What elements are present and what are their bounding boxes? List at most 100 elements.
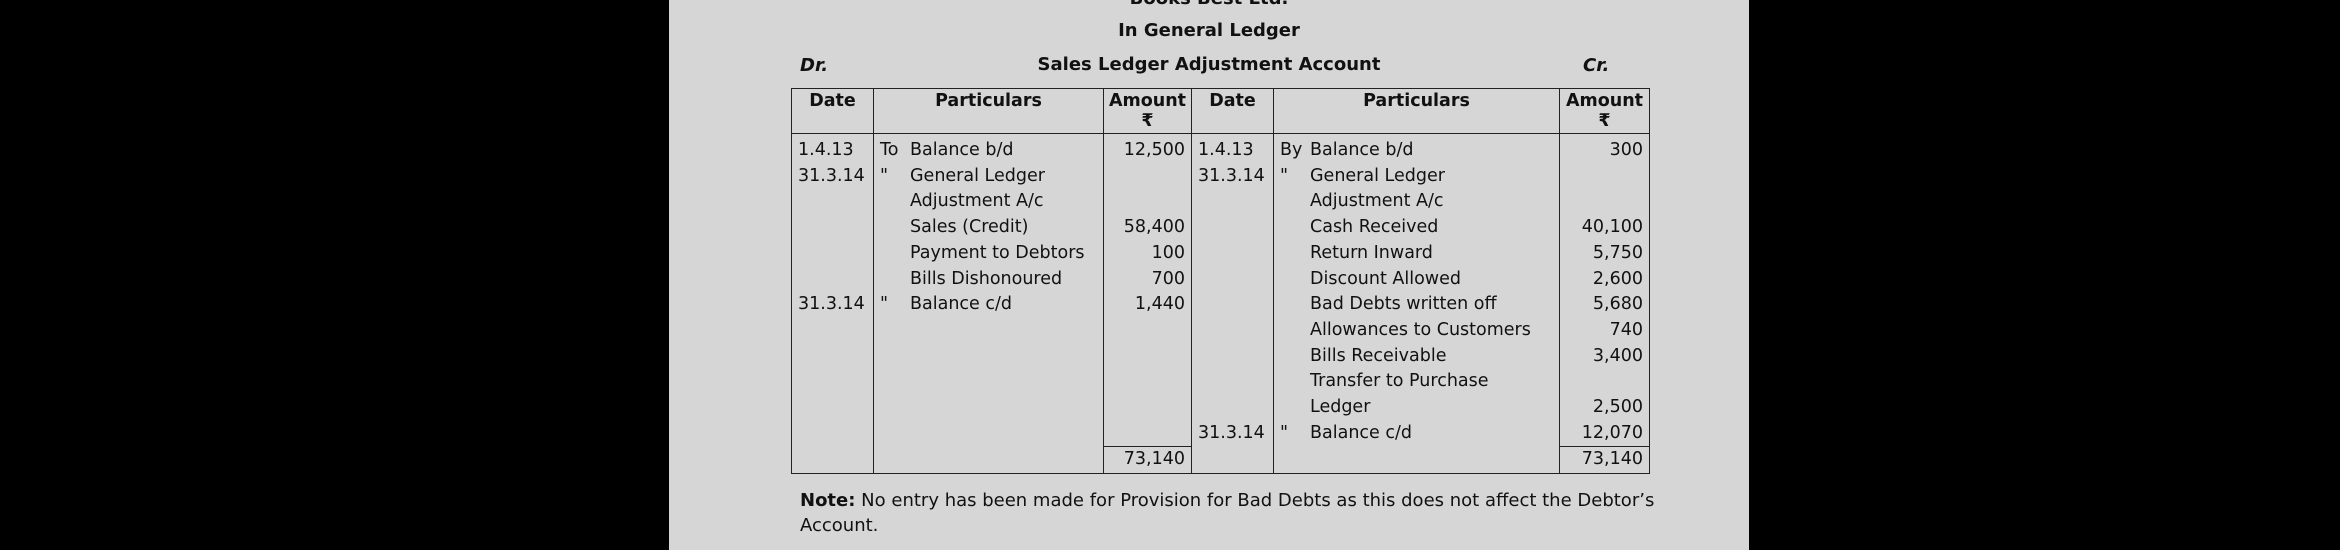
credit-amount: 12,070 xyxy=(1559,420,1650,447)
credit-amount: 2,500 xyxy=(1559,395,1650,421)
note-label: Note: xyxy=(800,490,856,511)
table-row: Bills Dishonoured 700 Discount Allowed 2,60… xyxy=(791,266,1650,293)
credit-date xyxy=(1191,395,1274,421)
credit-particulars: Return Inward xyxy=(1273,240,1560,267)
header-amount: Amount ₹ xyxy=(1103,88,1192,134)
empty xyxy=(1273,446,1560,475)
credit-date xyxy=(1191,215,1274,241)
credit-total: 73,140 xyxy=(1559,446,1650,475)
debit-particulars: " General Ledger xyxy=(873,163,1104,190)
dr-label: Dr. xyxy=(800,55,829,76)
debit-date xyxy=(791,215,874,241)
table-row: Ledger 2,500 xyxy=(791,395,1650,421)
empty xyxy=(1191,446,1274,475)
debit-particulars: " Balance c/d xyxy=(873,292,1104,318)
debit-date xyxy=(791,189,874,216)
debit-particulars: Sales (Credit) xyxy=(873,215,1104,241)
credit-amount: 300 xyxy=(1559,133,1650,164)
credit-amount: 5,680 xyxy=(1559,292,1650,318)
debit-particulars: Payment to Debtors xyxy=(873,240,1104,267)
header-date: Date xyxy=(791,88,874,134)
debit-date: 31.3.14 xyxy=(791,292,874,318)
credit-particulars: " General Ledger xyxy=(1273,163,1560,190)
credit-date xyxy=(1191,292,1274,318)
credit-particulars: By Balance b/d xyxy=(1273,133,1560,164)
ledger-table: Date Particulars Amount ₹ Date Particular… xyxy=(791,88,1650,475)
table-row: Sales (Credit) 58,400 Cash Received 40,100 xyxy=(791,215,1650,241)
debit-amount: 12,500 xyxy=(1103,133,1192,164)
note: Note: No entry has been made for Provisi… xyxy=(800,488,1660,538)
debit-amount xyxy=(1103,395,1192,421)
debit-amount xyxy=(1103,163,1192,190)
credit-date xyxy=(1191,317,1274,344)
credit-date: 1.4.13 xyxy=(1191,133,1274,164)
debit-date xyxy=(791,317,874,344)
header-amount: Amount ₹ xyxy=(1559,88,1650,134)
table-row: Bills Receivable 3,400 xyxy=(791,343,1650,370)
credit-amount: 40,100 xyxy=(1559,215,1650,241)
credit-amount xyxy=(1559,189,1650,216)
credit-date xyxy=(1191,266,1274,293)
table-row: Transfer to Purchase xyxy=(791,369,1650,396)
table-row: 1.4.13 To Balance b/d 12,500 1.4.13 By Balance… xyxy=(791,133,1650,164)
debit-particulars xyxy=(873,395,1104,421)
rupee-icon: ₹ xyxy=(1598,111,1611,131)
debit-particulars: Adjustment A/c xyxy=(873,189,1104,216)
credit-particulars: Cash Received xyxy=(1273,215,1560,241)
credit-amount xyxy=(1559,163,1650,190)
note-text: No entry has been made for Provision for… xyxy=(800,490,1655,536)
credit-particulars: Ledger xyxy=(1273,395,1560,421)
debit-amount xyxy=(1103,189,1192,216)
debit-date: 31.3.14 xyxy=(791,163,874,190)
credit-date xyxy=(1191,343,1274,370)
cr-label: Cr. xyxy=(1583,55,1610,76)
company-name: Books Best Ltd. xyxy=(669,0,1749,9)
total-row: 73,140 73,140 xyxy=(791,446,1650,475)
credit-date: 31.3.14 xyxy=(1191,163,1274,190)
debit-amount xyxy=(1103,343,1192,370)
credit-amount: 740 xyxy=(1559,317,1650,344)
debit-date xyxy=(791,240,874,267)
debit-date xyxy=(791,420,874,447)
debit-amount xyxy=(1103,369,1192,396)
debit-amount: 700 xyxy=(1103,266,1192,293)
debit-particulars xyxy=(873,369,1104,396)
ledger-subtitle: In General Ledger xyxy=(1118,20,1300,41)
debit-date: 1.4.13 xyxy=(791,133,874,164)
table-row: Adjustment A/c Adjustment A/c xyxy=(791,189,1650,216)
credit-particulars: Allowances to Customers xyxy=(1273,317,1560,344)
credit-date: 31.3.14 xyxy=(1191,420,1274,447)
credit-amount xyxy=(1559,369,1650,396)
credit-amount: 3,400 xyxy=(1559,343,1650,370)
header-particulars: Particulars xyxy=(873,88,1104,134)
debit-date xyxy=(791,343,874,370)
debit-amount: 100 xyxy=(1103,240,1192,267)
table-row: 31.3.14 " Balance c/d 1,440 Bad Debts writte… xyxy=(791,292,1650,318)
debit-particulars: To Balance b/d xyxy=(873,133,1104,164)
debit-particulars: Bills Dishonoured xyxy=(873,266,1104,293)
credit-date xyxy=(1191,240,1274,267)
debit-total: 73,140 xyxy=(1103,446,1192,475)
account-title: Sales Ledger Adjustment Account xyxy=(1037,54,1381,75)
empty xyxy=(873,446,1104,475)
debit-date xyxy=(791,395,874,421)
header-particulars: Particulars xyxy=(1273,88,1560,134)
header-date: Date xyxy=(1191,88,1274,134)
header-row: Date Particulars Amount ₹ Date Particular… xyxy=(791,88,1650,134)
table-row: 31.3.14 " Balance c/d 12,070 xyxy=(791,420,1650,447)
debit-particulars xyxy=(873,420,1104,447)
table-row: Payment to Debtors 100 Return Inward 5,750 xyxy=(791,240,1650,267)
credit-particulars: " Balance c/d xyxy=(1273,420,1560,447)
debit-amount: 58,400 xyxy=(1103,215,1192,241)
empty xyxy=(791,446,874,475)
debit-amount xyxy=(1103,317,1192,344)
credit-date xyxy=(1191,189,1274,216)
credit-particulars: Bad Debts written off xyxy=(1273,292,1560,318)
credit-particulars: Bills Receivable xyxy=(1273,343,1560,370)
credit-particulars: Discount Allowed xyxy=(1273,266,1560,293)
rupee-icon: ₹ xyxy=(1141,111,1154,131)
debit-amount xyxy=(1103,420,1192,447)
credit-particulars: Transfer to Purchase xyxy=(1273,369,1560,396)
debit-date xyxy=(791,266,874,293)
table-row: Allowances to Customers 740 xyxy=(791,317,1650,344)
